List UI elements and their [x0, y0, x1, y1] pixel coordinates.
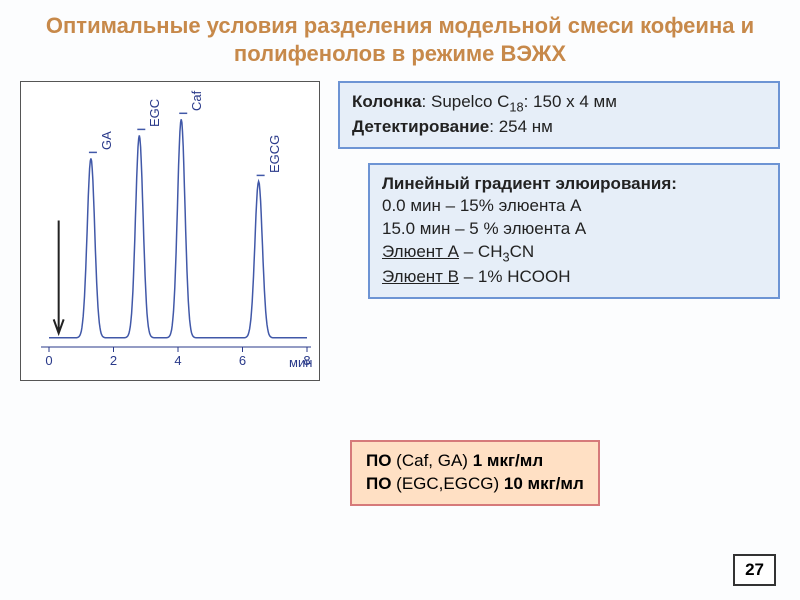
gradient-line-2: 15.0 мин – 5 % элюента А [382, 218, 766, 241]
detection-limit-box: ПО (Caf, GA) 1 мкг/мл ПО (EGC,EGCG) 10 м… [350, 440, 600, 506]
po-1a: ПО [366, 451, 391, 470]
column-detection-box: Колонка: Supelco C18: 150 x 4 мм Детекти… [338, 81, 780, 149]
gradient-line-1: 0.0 мин – 15% элюента А [382, 195, 766, 218]
x-axis-label: мин [289, 355, 312, 370]
chromatogram-chart: 02468минGAEGCCafEGCG [20, 81, 320, 381]
chromatogram-svg [21, 82, 321, 382]
detect-value: : 254 нм [489, 117, 553, 136]
eluent-a-val: – CH [459, 242, 502, 261]
gradient-box: Линейный градиент элюирования: 0.0 мин –… [368, 163, 780, 299]
x-tick-label: 0 [45, 353, 52, 368]
gradient-label: Линейный градиент элюирования: [382, 174, 677, 193]
po-1c: 1 мкг/мл [473, 451, 543, 470]
column-tail: : 150 x 4 мм [524, 92, 617, 111]
info-column: Колонка: Supelco C18: 150 x 4 мм Детекти… [338, 81, 780, 381]
peak-label: GA [99, 132, 114, 151]
peak-label: Caf [189, 91, 204, 111]
column-sub: 18 [509, 99, 523, 114]
x-tick-label: 6 [239, 353, 246, 368]
content-area: 02468минGAEGCCafEGCG Колонка: Supelco C1… [0, 73, 800, 381]
peak-label: EGCG [267, 135, 282, 173]
eluent-a-label: Элюент А [382, 242, 459, 261]
eluent-b-label: Элюент В [382, 267, 459, 286]
po-2a: ПО [366, 474, 391, 493]
peak-label: EGC [147, 99, 162, 127]
detect-label: Детектирование [352, 117, 489, 136]
slide-title: Оптимальные условия разделения модельной… [0, 0, 800, 73]
po-2c: 10 мкг/мл [504, 474, 584, 493]
po-2b: (EGC,EGCG) [391, 474, 503, 493]
eluent-b-val: – 1% HCOOH [459, 267, 570, 286]
x-tick-label: 4 [174, 353, 181, 368]
column-value: : Supelco C [422, 92, 510, 111]
x-tick-label: 2 [110, 353, 117, 368]
page-number: 27 [733, 554, 776, 586]
eluent-a-sub: 3 [502, 250, 509, 265]
po-1b: (Caf, GA) [391, 451, 472, 470]
column-label: Колонка [352, 92, 422, 111]
eluent-a-tail: CN [510, 242, 535, 261]
